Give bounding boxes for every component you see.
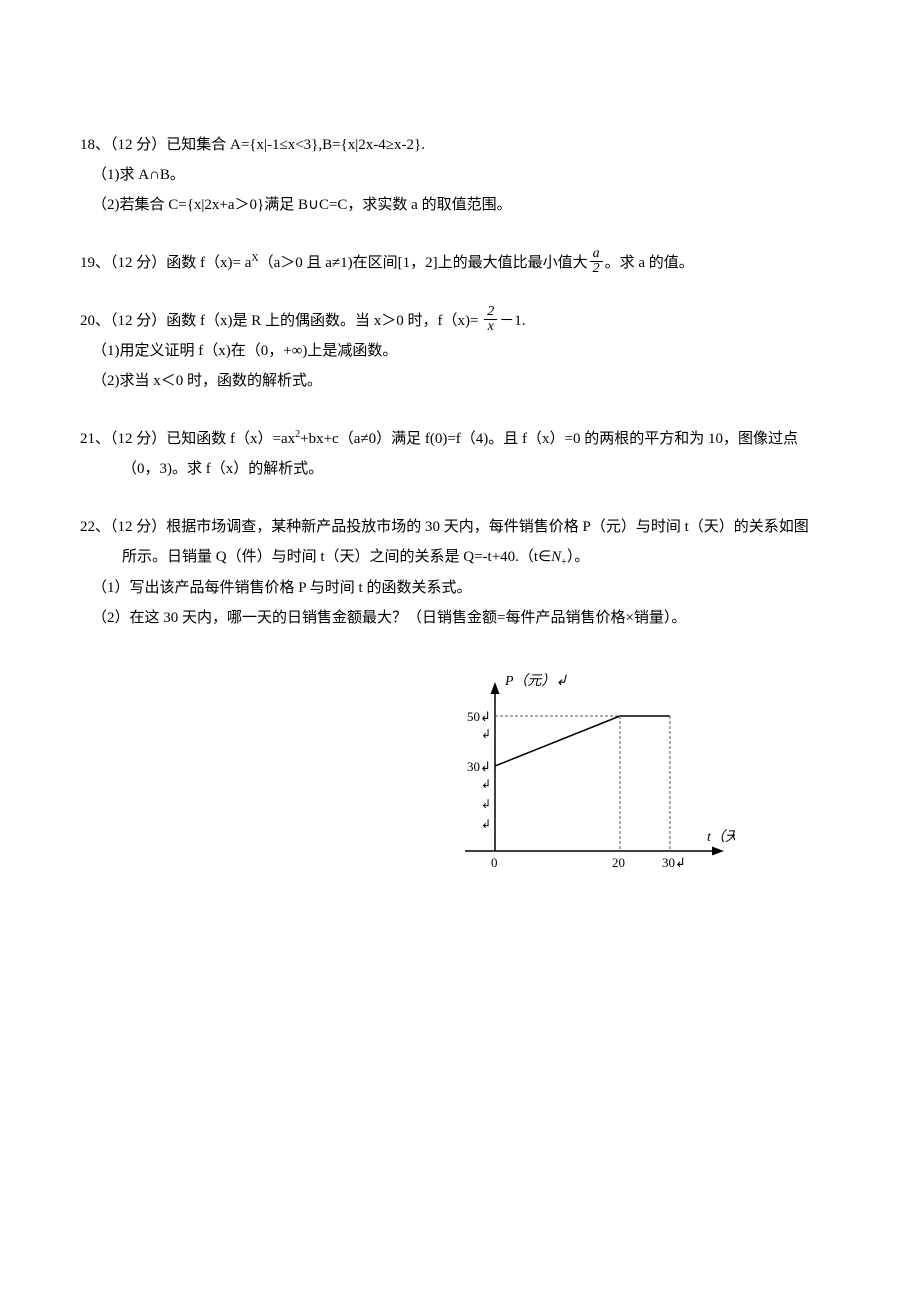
p21-pre: 21、（12 分）已知函数 f（x）=ax (80, 431, 295, 447)
p19-frac-den: 2 (590, 262, 603, 276)
problem-21: 21、（12 分）已知函数 f（x）=ax2+bx+c（a≠0）满足 f(0)=… (80, 424, 840, 484)
svg-text:50↲: 50↲ (467, 709, 491, 724)
p20-sub2: （2)求当 x＜0 时，函数的解析式。 (80, 366, 840, 396)
p20-frac-den: x (484, 320, 497, 334)
p19-frac: a2 (590, 247, 603, 276)
p20-sub1: （1)用定义证明 f（x)在（0，+∞)上是减函数。 (80, 336, 840, 366)
p22-line2-pre: 所示。日销量 Q（件）与时间 t（天）之间的关系是 Q=-t+40.（t∈ (122, 549, 551, 565)
p22-line2-post: ）。 (567, 549, 590, 565)
chart-svg: P（元）↲ t（天）↲ 50↲ 30↲ 0 20 30↲ ↲ ↲ ↲ ↲ (445, 661, 735, 901)
p20-frac-num: 2 (484, 305, 497, 320)
svg-text:↲: ↲ (481, 777, 491, 791)
svg-text:0: 0 (491, 855, 498, 870)
problem-19: 19、（12 分）函数 f（x)= aX（a＞0 且 a≠1)在区间[1，2]上… (80, 248, 840, 278)
p18-sub2: （2)若集合 C={x|2x+a＞0}满足 B∪C=C，求实数 a 的取值范围。 (80, 190, 840, 220)
p20-post: －1. (499, 313, 525, 329)
p20-main: 20、（12 分）函数 f（x)是 R 上的偶函数。当 x＞0 时，f（x)= … (80, 306, 840, 336)
svg-text:30↲: 30↲ (662, 855, 686, 870)
svg-text:t（天）↲: t（天）↲ (707, 829, 735, 845)
p19-frac-num: a (590, 247, 603, 262)
svg-text:30↲: 30↲ (467, 759, 491, 774)
p22-sub2: （2）在这 30 天内，哪一天的日销售金额最大？（日销售金额=每件产品销售价格×… (80, 603, 840, 633)
p19-sup: X (251, 253, 258, 264)
svg-text:P（元）↲: P（元）↲ (504, 673, 568, 689)
p22-line2-ital: N (551, 549, 561, 565)
p21-line1: 21、（12 分）已知函数 f（x）=ax2+bx+c（a≠0）满足 f(0)=… (80, 424, 840, 454)
p19-pre: 19、（12 分）函数 f（x)= a (80, 255, 251, 271)
p20-frac: 2x (484, 305, 497, 334)
svg-text:↲: ↲ (481, 797, 491, 811)
problem-22: 22、（12 分）根据市场调查，某种新产品投放市场的 30 天内，每件销售价格 … (80, 512, 840, 633)
svg-text:↲: ↲ (481, 817, 491, 831)
p19-main: 19、（12 分）函数 f（x)= aX（a＞0 且 a≠1)在区间[1，2]上… (80, 248, 840, 278)
price-time-chart: P（元）↲ t（天）↲ 50↲ 30↲ 0 20 30↲ ↲ ↲ ↲ ↲ (80, 661, 840, 901)
svg-text:20: 20 (612, 855, 625, 870)
p21-post: +bx+c（a≠0）满足 f(0)=f（4)。且 f（x）=0 的两根的平方和为… (300, 431, 798, 447)
problem-18: 18、（12 分）已知集合 A={x|-1≤x<3},B={x|2x-4≥x-2… (80, 130, 840, 220)
p22-line2: 所示。日销量 Q（件）与时间 t（天）之间的关系是 Q=-t+40.（t∈N+）… (80, 542, 840, 573)
p18-sub1: （1)求 A∩B。 (80, 160, 840, 190)
p18-main: 18、（12 分）已知集合 A={x|-1≤x<3},B={x|2x-4≥x-2… (80, 130, 840, 160)
problem-20: 20、（12 分）函数 f（x)是 R 上的偶函数。当 x＞0 时，f（x)= … (80, 306, 840, 396)
svg-text:↲: ↲ (481, 727, 491, 741)
p22-sub1: （1）写出该产品每件销售价格 P 与时间 t 的函数关系式。 (80, 573, 840, 603)
p21-line2: （0，3)。求 f（x）的解析式。 (80, 454, 840, 484)
p22-line1: 22、（12 分）根据市场调查，某种新产品投放市场的 30 天内，每件销售价格 … (80, 512, 840, 542)
p19-post: 。求 a 的值。 (605, 255, 694, 271)
p20-pre: 20、（12 分）函数 f（x)是 R 上的偶函数。当 x＞0 时，f（x)= (80, 313, 482, 329)
p19-mid: （a＞0 且 a≠1)在区间[1，2]上的最大值比最小值大 (259, 255, 588, 271)
